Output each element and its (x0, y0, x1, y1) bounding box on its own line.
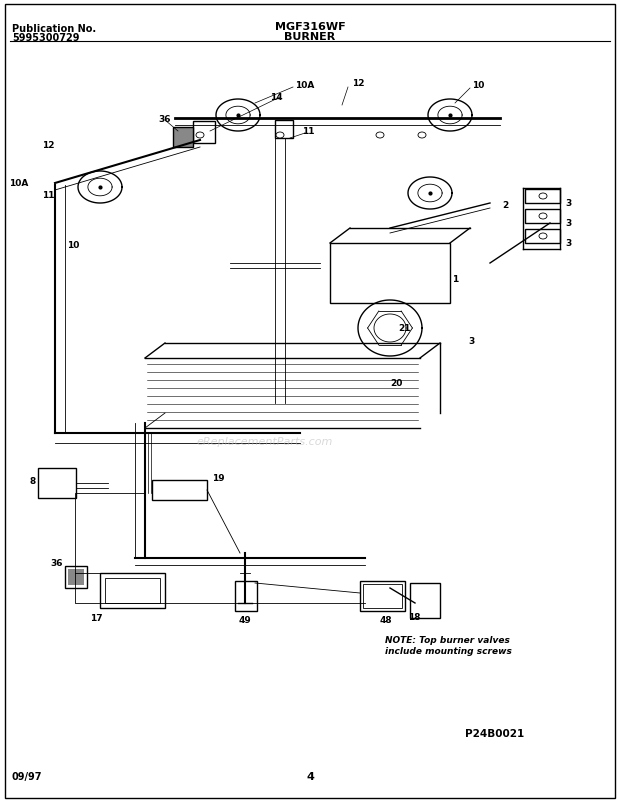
Text: include mounting screws: include mounting screws (385, 646, 512, 655)
Text: 3: 3 (565, 199, 571, 208)
Ellipse shape (539, 214, 547, 220)
Bar (360, 581, 405, 611)
Bar (173, 128, 193, 148)
Text: 18: 18 (408, 613, 420, 622)
Ellipse shape (276, 132, 284, 139)
Ellipse shape (539, 194, 547, 200)
Bar (363, 585, 402, 608)
Text: 49: 49 (239, 616, 251, 625)
Bar (68, 569, 84, 585)
Bar (410, 583, 440, 618)
Text: NOTE: Top burner valves: NOTE: Top burner valves (385, 635, 510, 644)
Ellipse shape (196, 132, 204, 139)
Bar (105, 578, 160, 603)
Ellipse shape (539, 234, 547, 240)
Bar (235, 581, 257, 611)
Text: 10: 10 (67, 241, 79, 251)
Text: 8: 8 (30, 477, 36, 486)
Bar (152, 480, 207, 500)
Bar (100, 573, 165, 608)
Ellipse shape (418, 132, 426, 139)
Text: 09/97: 09/97 (12, 771, 43, 781)
FancyBboxPatch shape (193, 122, 215, 144)
Text: 1: 1 (452, 274, 458, 283)
Text: 3: 3 (565, 219, 571, 228)
Bar (65, 566, 87, 589)
Text: 14: 14 (270, 93, 283, 102)
Text: 4: 4 (306, 771, 314, 781)
Bar (525, 230, 560, 243)
Text: Publication No.: Publication No. (12, 24, 96, 34)
FancyBboxPatch shape (275, 120, 293, 139)
Text: 36: 36 (50, 559, 63, 568)
Text: 12: 12 (352, 79, 365, 88)
Text: 48: 48 (380, 616, 392, 625)
Text: 2: 2 (502, 202, 508, 210)
Bar (525, 210, 560, 224)
Text: BURNER: BURNER (285, 32, 335, 42)
Text: 19: 19 (212, 474, 224, 483)
Bar (38, 468, 76, 499)
Text: 11: 11 (42, 190, 55, 199)
Text: 11: 11 (302, 128, 314, 137)
Text: 12: 12 (42, 141, 55, 149)
Text: eReplacementParts.com: eReplacementParts.com (197, 437, 333, 446)
Text: 17: 17 (90, 613, 103, 622)
Text: 10A: 10A (9, 179, 28, 188)
Text: MGF316WF: MGF316WF (275, 22, 345, 32)
Bar (525, 190, 560, 204)
Text: 21: 21 (398, 324, 410, 333)
Text: 10: 10 (472, 81, 484, 91)
Text: 20: 20 (390, 379, 402, 388)
Text: 3: 3 (468, 337, 474, 346)
Bar (330, 243, 450, 304)
Text: 36: 36 (158, 114, 170, 124)
Text: 5995300729: 5995300729 (12, 33, 79, 43)
Text: 10A: 10A (295, 80, 314, 89)
Text: P24B0021: P24B0021 (465, 728, 525, 738)
Ellipse shape (376, 132, 384, 139)
Text: 3: 3 (565, 239, 571, 248)
